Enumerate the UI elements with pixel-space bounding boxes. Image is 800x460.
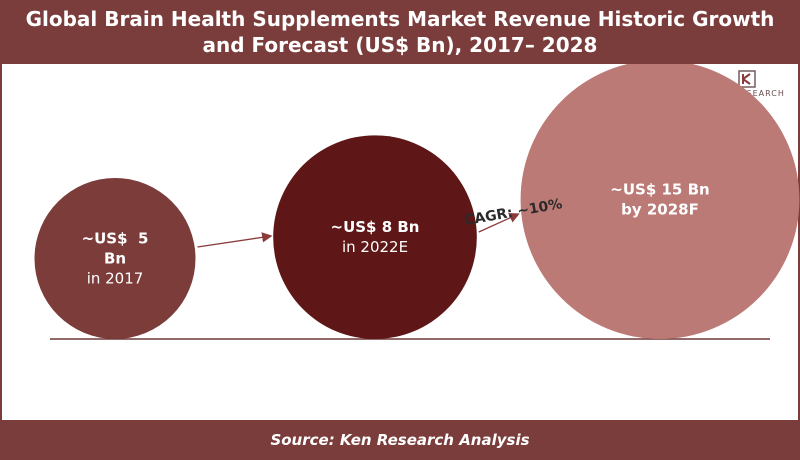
chart-title: Global Brain Health Supplements Market R…	[25, 7, 775, 57]
bubble-label-2022E: in 2022E	[342, 238, 408, 256]
bubble-label-2017: ~US$ 5	[82, 230, 149, 248]
bubble-chart: ~US$ 5 Bn in 2017 ~US$ 8 Bn in 2022E ~US$ 15 …	[34, 64, 800, 340]
bubbles: ~US$ 5 Bn in 2017 ~US$ 8 Bn in 2022E ~US$ 15 …	[34, 64, 800, 339]
growth-arrow	[197, 232, 273, 248]
footer-bar: Source: Ken Research Analysis	[0, 420, 800, 460]
bubble-2022E	[273, 135, 477, 339]
ken-research-logo-icon	[738, 70, 756, 88]
bubble-2028F	[520, 64, 800, 339]
growth-arrows	[197, 213, 520, 248]
bubble-label-2028F: by 2028F	[621, 201, 699, 219]
bubble-label-2017: Bn	[104, 250, 126, 268]
title-bar: Global Brain Health Supplements Market R…	[0, 0, 800, 64]
bubble-label-2022E: ~US$ 8 Bn	[331, 218, 420, 236]
source-note: Source: Ken Research Analysis	[270, 431, 530, 449]
growth-arrow	[478, 213, 520, 233]
bubble-2017	[34, 178, 196, 339]
bubble-label-2017: in 2017	[87, 270, 144, 288]
bubble-label-2028F: ~US$ 15 Bn	[610, 181, 709, 199]
